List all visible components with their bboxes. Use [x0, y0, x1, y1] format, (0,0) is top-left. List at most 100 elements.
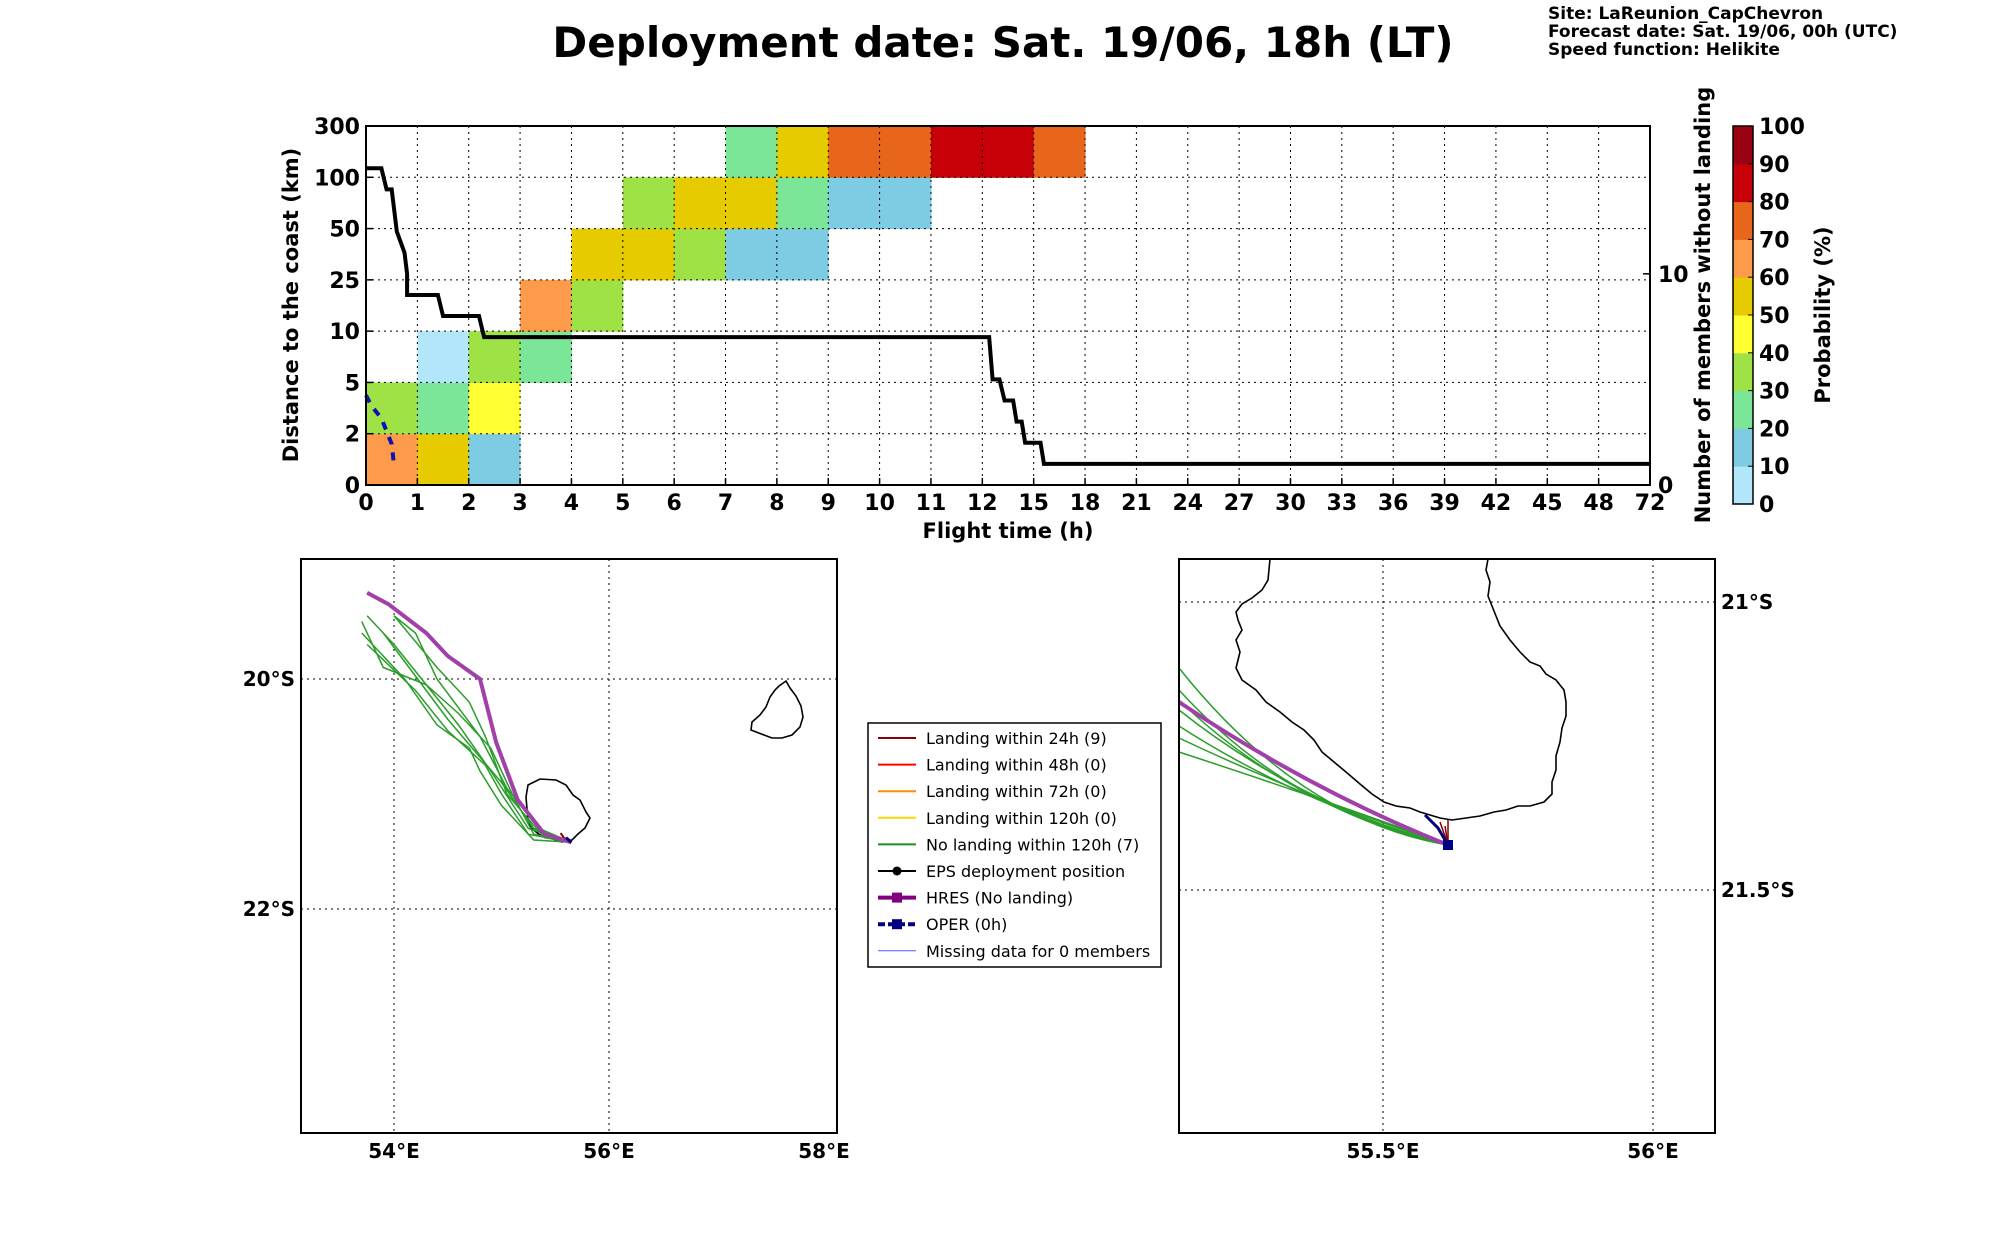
heatmap-cell: [930, 126, 983, 178]
y2-tick-label: 0: [1658, 474, 1673, 499]
mauritius-island-coastline: [750, 679, 804, 739]
oper-trajectory: [565, 836, 573, 844]
eps-trajectory-no-landing: [1178, 699, 1449, 846]
longitude-tick-label: 56°E: [583, 1139, 635, 1163]
heatmap-cell: [776, 228, 829, 281]
legend-item: EPS deployment position: [878, 862, 1125, 881]
oper-deployment-marker: [1443, 840, 1453, 850]
colorbar-swatch: [1733, 315, 1753, 354]
y-tick-label: 100: [314, 166, 360, 191]
heatmap-cell: [1033, 126, 1086, 178]
y-tick-label: 2: [345, 423, 360, 448]
latitude-tick-label: 21.5°S: [1721, 878, 1795, 902]
colorbar-tick-label: 10: [1759, 455, 1790, 480]
x-tick-label: 1: [410, 491, 425, 516]
x-tick-label: 15: [1018, 491, 1049, 516]
colorbar-tick-label: 100: [1759, 115, 1805, 140]
heatmap-frame: [365, 125, 1651, 486]
colorbar-swatch: [1733, 239, 1753, 278]
heatmap-cell: [622, 228, 675, 281]
x-tick-label: 24: [1172, 491, 1203, 516]
x-tick-label: 72: [1635, 491, 1666, 516]
x-tick-label: 33: [1327, 491, 1358, 516]
x-tick-label: 48: [1583, 491, 1614, 516]
x-tick-label: 6: [667, 491, 682, 516]
latitude-tick-label: 20°S: [243, 667, 295, 691]
heatmap-cell: [725, 126, 778, 178]
x-tick-label: 11: [916, 491, 947, 516]
members-without-landing-line: [366, 166, 1650, 466]
x-tick-label: 3: [512, 491, 527, 516]
x-tick-label: 30: [1275, 491, 1306, 516]
forecast-date-label: Forecast date: Sat. 19/06, 00h (UTC): [1548, 22, 1897, 42]
hres-trajectory: [1177, 700, 1449, 847]
colorbar-tick-label: 30: [1759, 380, 1790, 405]
x-axis-label: Flight time (h): [923, 519, 1094, 543]
legend-item: OPER (0h): [878, 915, 1007, 934]
heatmap-cell: [674, 177, 727, 230]
y2-axis-label: Number of members without landing: [1691, 87, 1715, 524]
x-tick-label: 8: [769, 491, 784, 516]
reunion-island-coastline: [525, 778, 591, 843]
x-tick-label: 27: [1224, 491, 1255, 516]
colorbar-tick-label: 50: [1759, 304, 1790, 329]
x-tick-label: 21: [1121, 491, 1152, 516]
legend-label: Landing within 72h (0): [926, 782, 1107, 801]
legend-item: Landing within 48h (0): [878, 756, 1107, 775]
x-tick-label: 12: [967, 491, 998, 516]
heatmap-cell: [468, 382, 521, 435]
legend-label: EPS deployment position: [926, 862, 1125, 881]
legend-label: Missing data for 0 members: [926, 942, 1150, 961]
regional-map-tick-labels: 54°E 56°E 58°E 20°S 22°S: [243, 667, 850, 1163]
eps-trajectory-no-landing: [382, 632, 572, 844]
legend-label: OPER (0h): [926, 915, 1007, 934]
heatmap-cell: [982, 126, 1035, 178]
x-tick-label: 5: [615, 491, 630, 516]
heatmap-cell: [879, 126, 932, 178]
legend-item: Landing within 24h (9): [878, 729, 1107, 748]
x-tick-label: 36: [1378, 491, 1409, 516]
legend-label: HRES (No landing): [926, 889, 1073, 908]
colorbar-tick-label: 80: [1759, 191, 1790, 216]
colorbar-tick-label: 90: [1759, 153, 1790, 178]
y-tick-label: 25: [329, 269, 360, 294]
heatmap-cell: [571, 228, 624, 281]
colorbar-tick-labels: 0 10 20 30 40 50 60 70 80 90 100: [1748, 115, 1805, 518]
regional-map-frame: [300, 558, 838, 1134]
zoomed-map-frame: [1178, 558, 1716, 1134]
legend-square-marker: [892, 919, 902, 930]
legend-items: Landing within 24h (9) Landing within 48h…: [878, 729, 1150, 961]
colorbar-tick-label: 0: [1759, 493, 1774, 518]
regional-trajectories: [361, 590, 573, 845]
colorbar-tick-label: 70: [1759, 228, 1790, 253]
heatmap-cell: [828, 126, 881, 178]
heatmap-cell: [417, 382, 470, 435]
y-tick-label: 0: [345, 474, 360, 499]
y-tick-label: 5: [345, 371, 360, 396]
heatmap-cells: [366, 126, 1086, 486]
trajectory-legend: Landing within 24h (9) Landing within 48h…: [867, 722, 1162, 968]
colorbar-swatch: [1733, 126, 1753, 165]
legend-label: Landing within 24h (9): [926, 729, 1107, 748]
heatmap-cell: [417, 433, 470, 486]
y-tick-label: 10: [329, 320, 360, 345]
legend-item: Missing data for 0 members: [878, 942, 1150, 961]
x-tick-label: 10: [864, 491, 895, 516]
heatmap-cell: [520, 331, 572, 383]
hres-trajectory: [366, 590, 572, 845]
legend-square-marker: [892, 892, 902, 903]
legend-label: Landing within 48h (0): [926, 756, 1107, 775]
latitude-tick-label: 22°S: [243, 897, 295, 921]
legend-label: Landing within 120h (0): [926, 809, 1117, 828]
longitude-tick-label: 55.5°E: [1346, 1139, 1419, 1163]
x-tick-label: 18: [1070, 491, 1101, 516]
heatmap-cell: [366, 382, 418, 435]
colorbar-swatch: [1733, 277, 1753, 316]
x-tick-labels: 0 1 2 3 4 5 6 7 8 9 10 11 12 15 18 21 24 27 30 33 36 39 42 45 48…: [358, 478, 1665, 516]
x-tick-label: 0: [358, 491, 373, 516]
heatmap-cell: [879, 177, 932, 230]
reunion-zoomed-coastline: [1235, 558, 1567, 821]
y2-tick-labels: 0 10: [1643, 263, 1689, 499]
